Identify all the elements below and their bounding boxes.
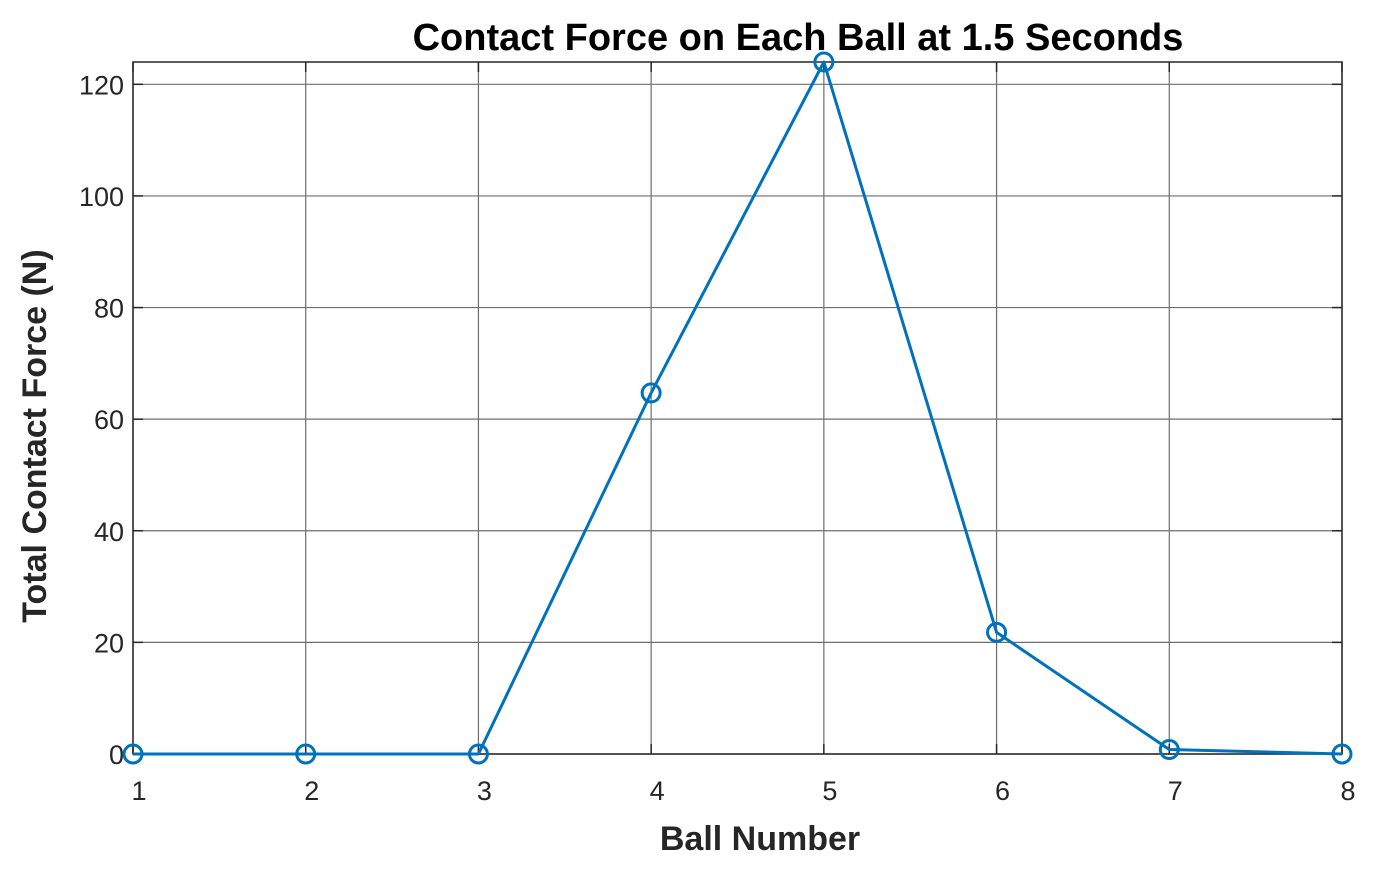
x-tick-label-5: 6: [995, 776, 1010, 806]
x-tick-label-3: 4: [650, 776, 665, 806]
plot-area: [132, 61, 1343, 755]
data-point-0-3: [640, 382, 662, 404]
data-point-0-5: [986, 621, 1008, 643]
y-tick-labels: 0 20 40 60 80 100 120: [79, 70, 124, 770]
chart-title: Contact Force on Each Ball at 1.5 Second…: [413, 17, 1184, 59]
data-point-0-7: [1331, 743, 1353, 765]
y-tick-label-0: 0: [109, 740, 124, 770]
data-point-0-1: [295, 743, 317, 765]
x-tick-label-7: 8: [1340, 776, 1355, 806]
y-tick-label-1: 20: [94, 628, 124, 658]
x-tick-label-6: 7: [1168, 776, 1183, 806]
data-point-0-0: [122, 743, 144, 765]
y-tick-label-3: 60: [94, 405, 124, 435]
x-tick-label-4: 5: [822, 776, 837, 806]
y-tick-label-2: 40: [94, 517, 124, 547]
x-tick-label-2: 3: [477, 776, 492, 806]
series-line-0: [133, 60, 1343, 756]
axis-ticks: [132, 62, 1343, 755]
y-axis-label: Total Contact Force (N): [16, 249, 54, 622]
data-point-0-2: [467, 743, 489, 765]
x-axis-label: Ball Number: [660, 820, 860, 858]
y-tick-label-6: 120: [79, 70, 124, 100]
x-tick-labels: 1 2 3 4 5 6 7 8: [131, 776, 1355, 806]
y-tick-label-4: 80: [94, 294, 124, 324]
data-point-0-6: [1158, 739, 1180, 761]
grid-lines: [132, 62, 1343, 755]
y-tick-label-5: 100: [79, 182, 124, 212]
data-point-0-4: [813, 51, 835, 73]
x-tick-label-1: 2: [304, 776, 319, 806]
data-series: [122, 51, 1353, 765]
x-tick-label-0: 1: [131, 776, 146, 806]
